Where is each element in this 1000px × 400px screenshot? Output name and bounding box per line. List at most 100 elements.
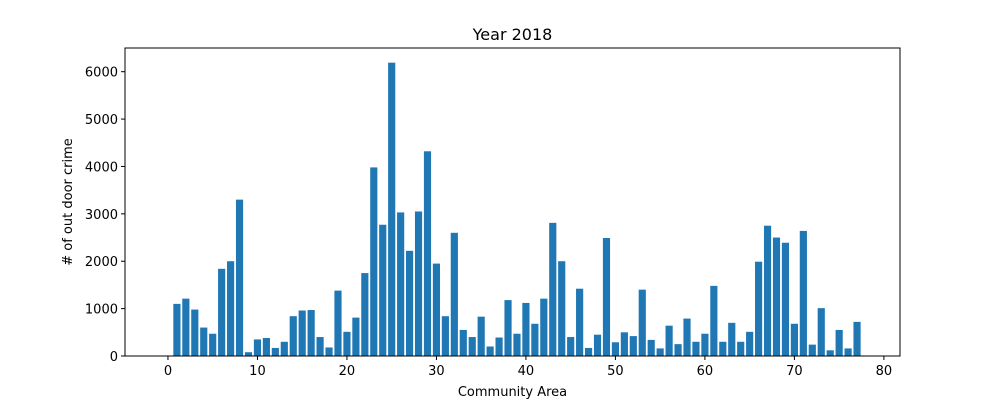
bar-area-5 [209,333,217,356]
bar-area-47 [584,347,593,356]
x-axis-title: Community Area [458,385,567,400]
bar-area-31 [441,316,449,356]
bar-area-76 [844,348,852,356]
bar-area-41 [531,323,539,356]
y-tick-label: 6000 [85,66,118,81]
bar-area-63 [728,322,736,356]
y-tick-label: 4000 [85,160,118,175]
bar-area-25 [388,62,396,356]
bar-area-67 [763,225,772,356]
bar-area-45 [567,337,575,356]
bar-area-73 [817,308,825,356]
bar-area-9 [244,352,253,356]
bar-area-36 [486,346,494,356]
bar-area-59 [692,341,700,356]
x-tick-label: 30 [428,364,445,379]
bar-area-13 [280,341,288,356]
bar-area-29 [423,151,432,356]
bar-area-2 [182,298,190,356]
bar-area-28 [414,211,423,356]
x-tick-label: 0 [164,364,172,379]
bar-area-1 [173,303,181,356]
bar-area-15 [298,310,306,356]
bar-area-66 [755,261,763,356]
bar-area-74 [826,350,834,356]
bar-area-4 [200,327,208,356]
y-tick-label: 0 [110,350,118,365]
bar-area-55 [656,348,664,356]
bar-area-35 [477,316,485,356]
bar-area-72 [808,344,816,356]
bar-area-53 [638,289,646,356]
bar-area-46 [576,288,584,356]
bar-area-56 [665,325,673,356]
x-tick-label: 20 [339,364,356,379]
bar-area-68 [772,237,781,356]
bar-area-62 [719,341,727,356]
bar-area-30 [432,263,441,356]
bar-area-51 [620,332,628,356]
bar-area-77 [853,321,861,356]
bar-area-38 [504,300,512,356]
bar-area-19 [334,290,342,356]
bar-area-16 [307,310,315,356]
bar-area-18 [325,347,333,356]
bar-area-49 [602,238,611,356]
bar-area-50 [611,342,619,356]
bar-area-11 [262,337,270,356]
bar-area-42 [540,298,548,356]
bar-area-26 [397,212,405,356]
bar-area-39 [513,333,521,356]
x-tick-label: 60 [697,364,714,379]
bar-area-34 [468,337,476,356]
bar-area-61 [710,285,718,356]
bar-area-54 [647,339,655,356]
bar-area-37 [495,337,503,356]
bar-area-69 [781,242,790,356]
bar-area-12 [271,347,279,356]
bar-area-6 [218,268,226,356]
bar-area-57 [674,344,682,356]
bar-area-23 [370,167,378,356]
x-tick-label: 40 [518,364,535,379]
bar-area-44 [558,261,566,356]
x-tick-label: 50 [607,364,624,379]
bar-area-33 [459,329,467,356]
bar-area-3 [191,309,199,356]
bar-area-65 [746,331,754,356]
chart-title: Year 2018 [472,25,553,44]
bar-area-24 [379,224,387,356]
bar-area-10 [253,339,262,356]
x-tick-label: 10 [249,364,266,379]
plot-frame [124,47,901,357]
bar-area-7 [227,261,235,356]
bar-area-52 [629,336,637,356]
bar-area-17 [316,337,324,356]
bar-area-32 [450,232,458,356]
bar-area-70 [790,323,798,356]
bar-area-20 [343,331,351,356]
x-axis-ticks: 0 10 20 30 40 50 60 70 80 [164,356,892,379]
y-tick-label: 1000 [85,303,118,318]
bar-area-71 [799,230,807,356]
bar-area-14 [289,316,297,356]
y-axis-ticks: 0 1000 2000 3000 4000 5000 6000 [85,66,125,365]
bar-area-8 [235,199,244,356]
bar-area-40 [522,302,530,356]
bar-area-21 [352,317,360,356]
bars-group [173,62,861,356]
bar-area-64 [737,341,745,356]
bar-area-75 [835,329,843,356]
bar-area-58 [683,318,691,356]
y-tick-label: 2000 [85,255,118,270]
x-tick-label: 70 [786,364,803,379]
bar-area-27 [406,250,414,356]
y-axis-title: # of out door crime [61,138,76,266]
x-tick-label: 80 [876,364,893,379]
bar-area-48 [593,334,602,356]
y-tick-label: 5000 [85,113,118,128]
bar-area-60 [701,333,709,356]
bar-area-22 [361,273,369,356]
bar-area-43 [549,222,557,356]
